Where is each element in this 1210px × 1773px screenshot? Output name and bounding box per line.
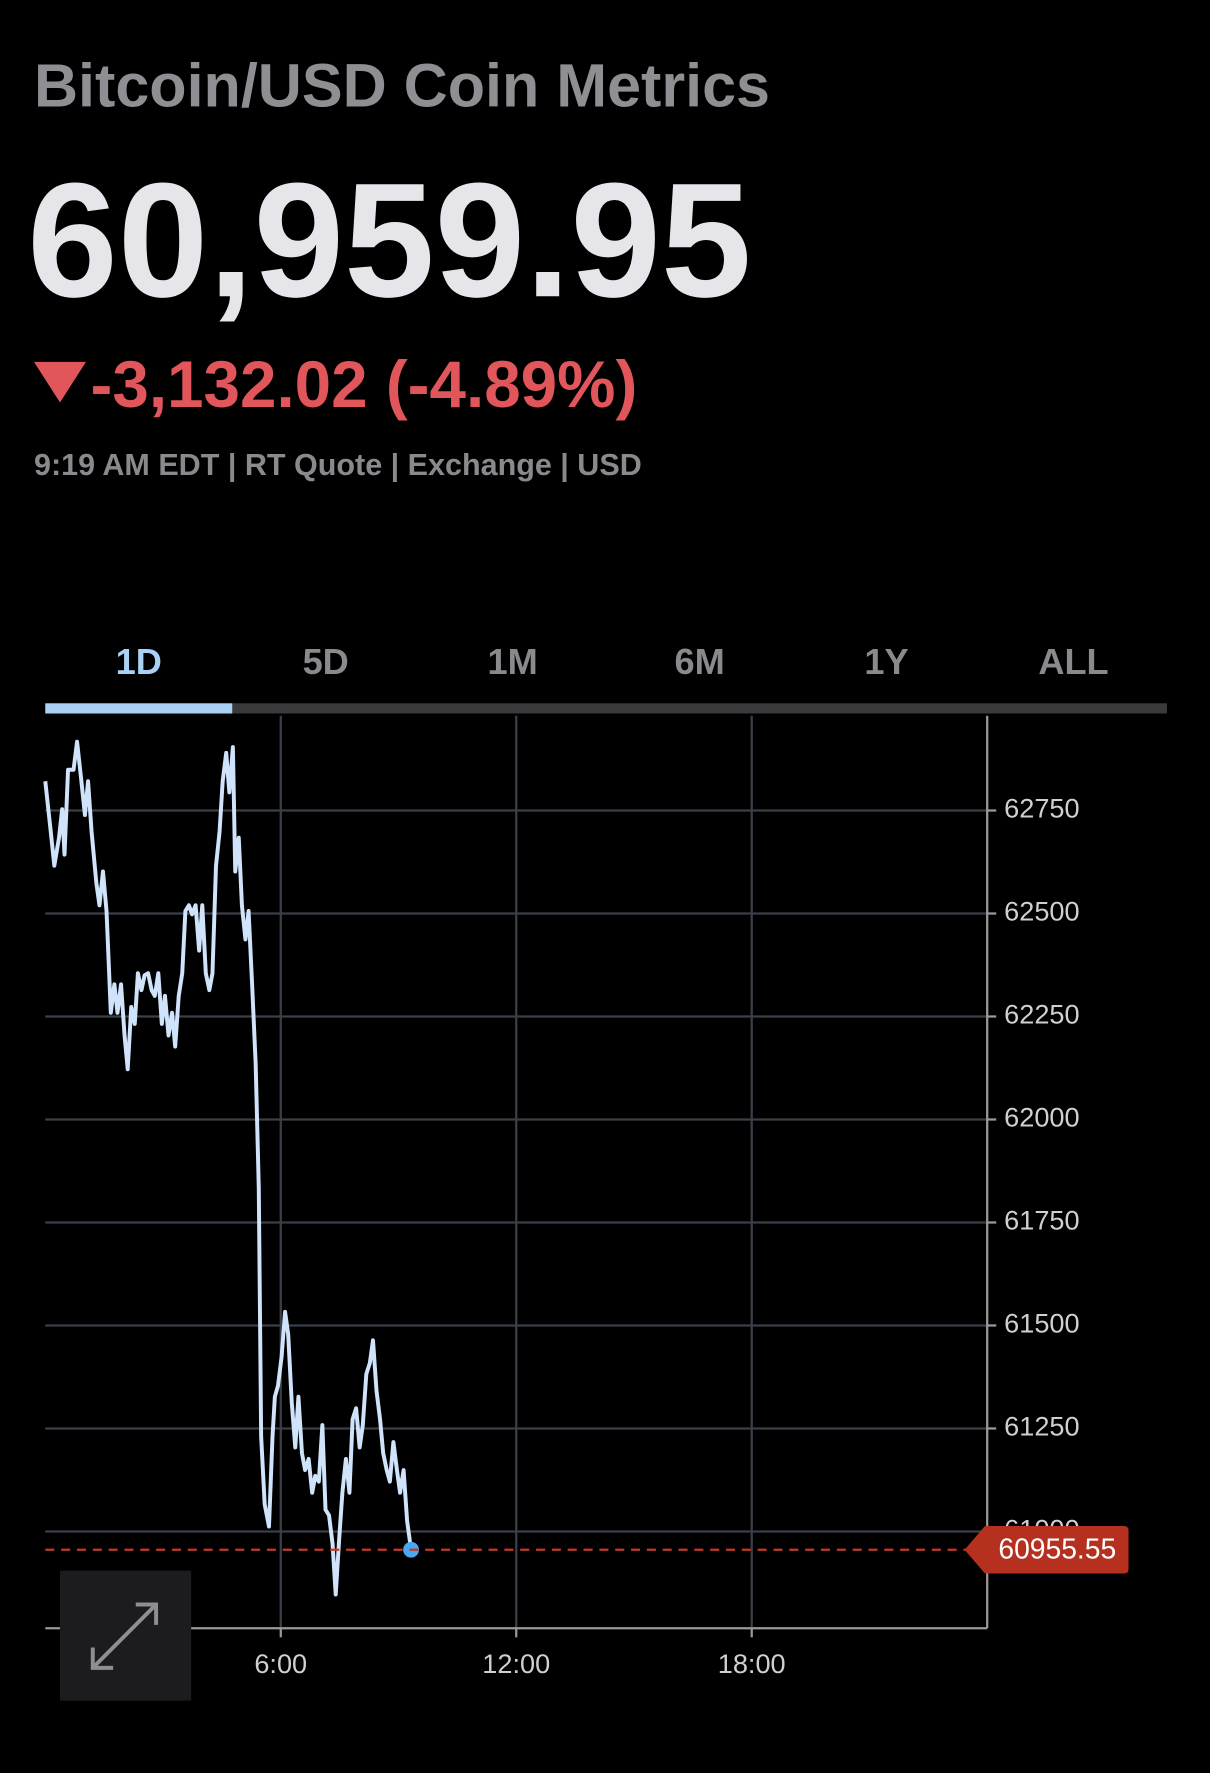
- x-tick-label: 6:00: [254, 1648, 307, 1679]
- y-tick-label: 62250: [1004, 999, 1079, 1030]
- y-tick-label: 62750: [1004, 793, 1079, 824]
- expand-button[interactable]: [59, 1570, 192, 1701]
- price: 60,959.95: [27, 149, 751, 331]
- quote-meta: 9:19 AM EDT | RT Quote | Exchange | USD: [34, 448, 642, 482]
- plot: 6100061250615006175062000622506250062750…: [43, 715, 1129, 1679]
- change: -3,132.02 (-4.89%): [91, 348, 638, 421]
- expand-icon[interactable]: [90, 1602, 159, 1670]
- tab-label[interactable]: ALL: [1038, 641, 1108, 682]
- tab-label[interactable]: 5D: [303, 641, 349, 682]
- tab-label[interactable]: 1D: [116, 641, 162, 682]
- x-tick-label: 18:00: [718, 1648, 786, 1679]
- title: Bitcoin/USD Coin Metrics: [34, 51, 770, 119]
- tab-label[interactable]: 1Y: [864, 641, 908, 682]
- y-tick-label: 61500: [1004, 1308, 1079, 1339]
- tab-indicator: [45, 703, 233, 714]
- x-tick-label: 12:00: [482, 1648, 550, 1679]
- down-arrow: [33, 361, 86, 403]
- tab-label[interactable]: 1M: [488, 641, 538, 682]
- tab-label[interactable]: 6M: [674, 641, 724, 682]
- price-line: [43, 739, 414, 1597]
- y-tick-label: 62000: [1004, 1102, 1079, 1133]
- last-price-tag: [964, 1526, 1129, 1574]
- y-tick-label: 62500: [1004, 896, 1079, 927]
- tabs: 1D 5D 1M 6M 1Y ALL: [45, 641, 1109, 714]
- y-tick-label: 61250: [1004, 1411, 1079, 1442]
- tab-bar: [45, 703, 1167, 714]
- last-price-label: 60955.55: [998, 1532, 1116, 1564]
- y-tick-label: 61750: [1004, 1205, 1079, 1236]
